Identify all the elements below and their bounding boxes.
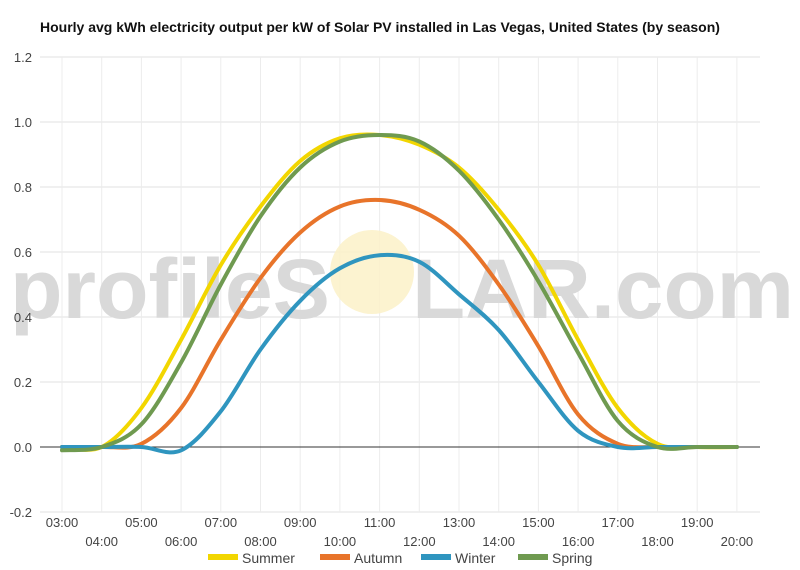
legend-item-autumn[interactable]: Autumn: [320, 550, 402, 566]
legend-swatch: [208, 554, 238, 560]
y-tick-label: -0.2: [10, 505, 32, 520]
y-tick-label: 0.2: [14, 375, 32, 390]
y-tick-label: 0.6: [14, 245, 32, 260]
x-tick-label: 04:00: [85, 534, 118, 549]
x-tick-label: 16:00: [562, 534, 595, 549]
x-tick-label: 18:00: [641, 534, 674, 549]
y-tick-label: 1.2: [14, 50, 32, 65]
y-tick-label: 0.4: [14, 310, 32, 325]
x-tick-label: 05:00: [125, 515, 158, 530]
x-tick-label: 08:00: [244, 534, 277, 549]
series-line-winter: [60, 252, 739, 455]
series-line-autumn: [60, 197, 739, 450]
x-tick-label: 15:00: [522, 515, 555, 530]
watermark: profileS LAR.com: [10, 230, 794, 336]
axes: 1.2 1.0 0.8 0.6 0.4 0.2 0.0 -0.2 03:00 04:00 05:00…: [10, 50, 760, 549]
x-tick-label: 11:00: [364, 515, 396, 530]
x-tick-label: 14:00: [482, 534, 515, 549]
series-line-summer: [60, 132, 739, 452]
x-tick-label: 20:00: [721, 534, 754, 549]
x-tick-label: 19:00: [681, 515, 714, 530]
chart-title: Hourly avg kWh electricity output per kW…: [40, 19, 720, 35]
y-tick-label: 1.0: [14, 115, 32, 130]
series-lines: [60, 132, 739, 455]
x-tick-label: 07:00: [205, 515, 238, 530]
x-tick-label: 03:00: [46, 515, 79, 530]
legend-item-summer[interactable]: Summer: [208, 550, 295, 566]
x-tick-label: 10:00: [324, 534, 357, 549]
watermark-text-right: LAR.com: [412, 242, 794, 336]
legend-label: Summer: [242, 550, 295, 566]
legend-label: Winter: [455, 550, 496, 566]
y-tick-label: 0.8: [14, 180, 32, 195]
watermark-sun-icon: [330, 230, 414, 314]
legend-swatch: [320, 554, 350, 560]
legend-swatch: [518, 554, 548, 560]
legend-swatch: [421, 554, 451, 560]
x-tick-label: 12:00: [403, 534, 436, 549]
series-line-spring: [60, 133, 739, 453]
x-tick-label: 13:00: [443, 515, 476, 530]
y-tick-label: 0.0: [14, 440, 32, 455]
legend-label: Autumn: [354, 550, 402, 566]
legend-label: Spring: [552, 550, 592, 566]
legend: Summer Autumn Winter Spring: [208, 550, 592, 566]
x-tick-label: 17:00: [602, 515, 635, 530]
x-tick-label: 06:00: [165, 534, 198, 549]
legend-item-winter[interactable]: Winter: [421, 550, 496, 566]
x-tick-label: 09:00: [284, 515, 317, 530]
legend-item-spring[interactable]: Spring: [518, 550, 592, 566]
